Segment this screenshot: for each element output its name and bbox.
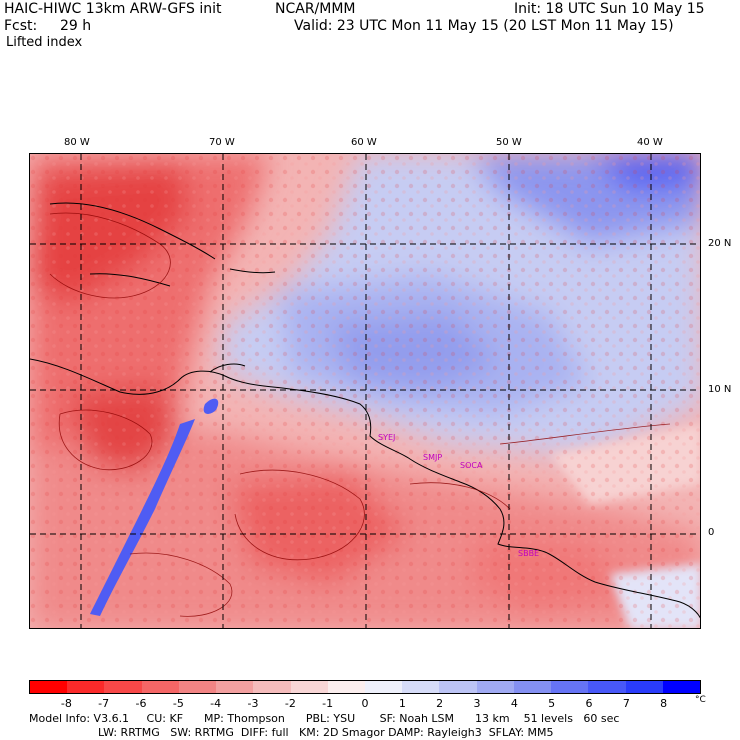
colorbar-tick-label: 3 [473, 697, 481, 710]
lon-label-40w: 40 W [637, 137, 663, 148]
colorbar-cell [402, 681, 440, 693]
station-smjp: SMJP [423, 453, 443, 462]
lon-label-80w: 80 W [64, 137, 90, 148]
colorbar-cell [476, 681, 514, 693]
colorbar-tick-label: -8 [60, 697, 72, 710]
colorbar-tick-label: 7 [622, 697, 630, 710]
colorbar-tick-label: -7 [98, 697, 110, 710]
lon-label-60w: 60 W [351, 137, 377, 148]
forecast-hour: 29 h [60, 18, 92, 34]
colorbar-cell [253, 681, 291, 693]
colorbar-tick-label: 1 [398, 697, 406, 710]
colorbar-cell [588, 681, 626, 693]
model-title: HAIC-HIWC 13km ARW-GFS init [4, 1, 222, 17]
colorbar-tick-label: 2 [436, 697, 444, 710]
colorbar-cell [625, 681, 663, 693]
colorbar-unit: °C [695, 695, 706, 705]
colorbar-cell [439, 681, 477, 693]
lon-label-50w: 50 W [496, 137, 522, 148]
station-sbbe: SBBE [518, 549, 540, 558]
colorbar-tick-label: 0 [361, 697, 369, 710]
colorbar-cell [662, 681, 700, 693]
coastlines [30, 202, 700, 619]
andes-stable-strip [90, 419, 195, 616]
model-info-line2: LW: RRTMG SW: RRTMG DIFF: full KM: 2D Sm… [98, 726, 554, 739]
lon-label-70w: 70 W [209, 137, 235, 148]
colorbar-tick-label: 6 [585, 697, 593, 710]
organization-label: NCAR/MMM [275, 1, 356, 17]
colorbar-tick-label: 5 [548, 697, 556, 710]
colorbar-cell [67, 681, 105, 693]
model-info-line1: Model Info: V3.6.1 CU: KF MP: Thompson P… [29, 712, 620, 725]
colorbar-cell [364, 681, 403, 693]
map-canvas [30, 154, 700, 628]
colorbar-tick-label: -4 [210, 697, 222, 710]
contour-lines [49, 212, 671, 617]
init-time: Init: 18 UTC Sun 10 May 15 [514, 1, 705, 17]
colorbar-cell [290, 681, 328, 693]
station-syej: SYEJ [378, 433, 396, 442]
colorbar-tick-label: -6 [135, 697, 147, 710]
colorbar-tick-label: 8 [660, 697, 668, 710]
lifted-index-colorbar [29, 680, 701, 694]
colorbar-cell [327, 681, 365, 693]
lat-label-0: 0 [708, 527, 715, 538]
forecast-label: Fcst: [4, 18, 38, 34]
colorbar-cell [141, 681, 179, 693]
colorbar-cell [178, 681, 217, 693]
lat-label-20n: 20 N [708, 238, 732, 249]
lat-label-10n: 10 N [708, 384, 732, 395]
colorbar-cell [104, 681, 142, 693]
colorbar-cell [216, 681, 254, 693]
colorbar-tick-label: 4 [510, 697, 518, 710]
colorbar-cell [513, 681, 552, 693]
colorbar-tick-label: -3 [247, 697, 259, 710]
graticule [30, 154, 700, 628]
valid-time: Valid: 23 UTC Mon 11 May 15 (20 LST Mon … [294, 18, 674, 34]
colorbar-cell [551, 681, 589, 693]
colorbar-cell [30, 681, 68, 693]
field-name: Lifted index [6, 35, 83, 50]
colorbar-tick-label: -5 [172, 697, 184, 710]
lifted-index-map: SYEJ SMJP SOCA SBBE [29, 153, 701, 629]
colorbar-tick-label: -2 [284, 697, 296, 710]
station-soca: SOCA [460, 461, 483, 470]
colorbar-tick-label: -1 [322, 697, 334, 710]
